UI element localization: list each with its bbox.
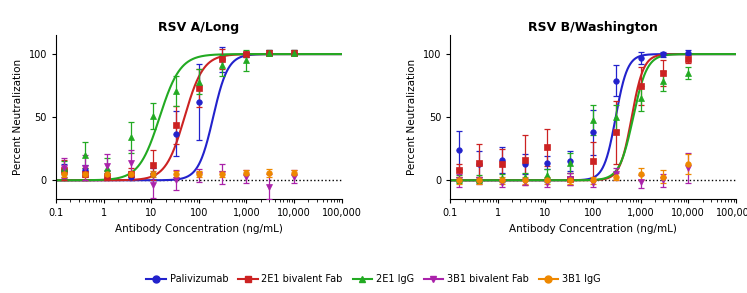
X-axis label: Antibody Concentration (ng/mL): Antibody Concentration (ng/mL): [115, 224, 283, 234]
X-axis label: Antibody Concentration (ng/mL): Antibody Concentration (ng/mL): [509, 224, 677, 234]
Y-axis label: Percent Neutralization: Percent Neutralization: [13, 59, 23, 175]
Y-axis label: Percent Neutralization: Percent Neutralization: [407, 59, 418, 175]
Legend: Palivizumab, 2E1 bivalent Fab, 2E1 IgG, 3B1 bivalent Fab, 3B1 IgG: Palivizumab, 2E1 bivalent Fab, 2E1 IgG, …: [143, 270, 604, 288]
Title: RSV A/Long: RSV A/Long: [158, 21, 239, 34]
Title: RSV B/Washington: RSV B/Washington: [528, 21, 658, 34]
